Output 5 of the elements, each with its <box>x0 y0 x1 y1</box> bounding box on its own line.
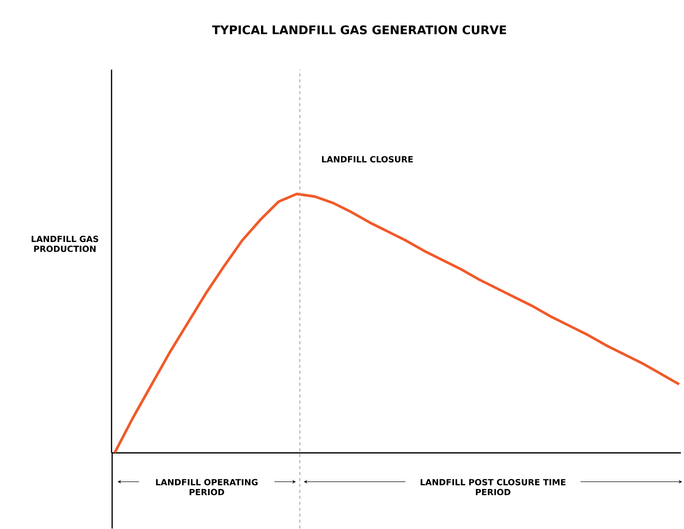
text: LANDFILL CLOSURE <box>322 156 413 163</box>
y-axis-title: LANDFILL GAS PRODUCTION <box>32 236 98 252</box>
text: LANDFILL OPERATING PERIOD <box>156 479 258 496</box>
chart-title: TYPICAL LANDFILL GAS GENERATION CURVE <box>212 26 506 35</box>
text: LANDFILL POST CLOSURE TIME PERIOD <box>420 479 566 496</box>
